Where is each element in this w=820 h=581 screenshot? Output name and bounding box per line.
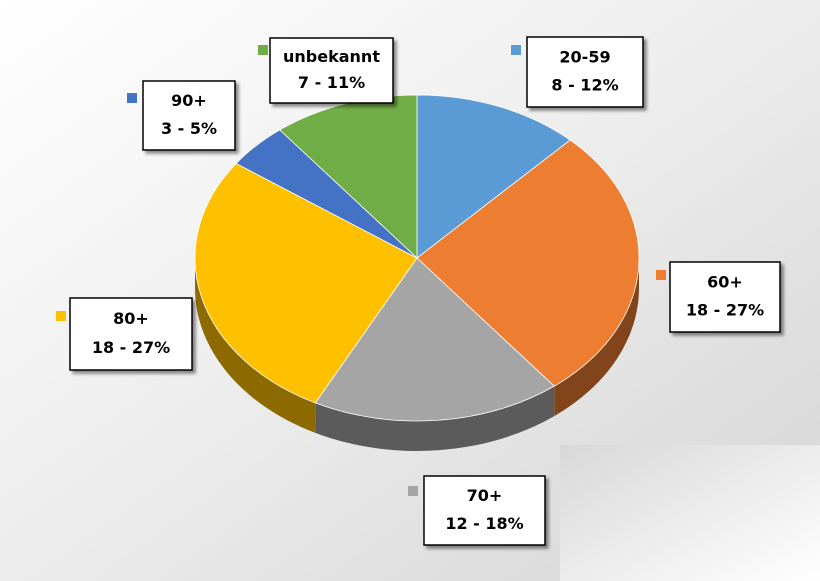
legend-marker xyxy=(127,93,137,103)
category-label: 80+ xyxy=(113,309,149,328)
label-box xyxy=(142,80,236,151)
value-label: 18 - 27% xyxy=(92,338,170,357)
value-label: 3 - 5% xyxy=(161,119,217,138)
label-box xyxy=(669,261,781,333)
value-label: 18 - 27% xyxy=(686,301,764,320)
category-label: unbekannt xyxy=(283,47,380,66)
label-box xyxy=(269,37,394,104)
category-label: 60+ xyxy=(707,273,743,292)
value-label: 7 - 11% xyxy=(298,73,365,92)
value-label: 12 - 18% xyxy=(445,514,523,533)
category-label: 90+ xyxy=(171,91,207,110)
slice-side xyxy=(195,258,316,433)
labels: 20-59 8 - 12% 60+ 18 - 27% 70+ 12 - 18% 80+ 18 … xyxy=(56,36,781,546)
slice xyxy=(314,257,555,422)
slice xyxy=(416,139,640,387)
slice-side xyxy=(315,386,555,451)
category-label: 70+ xyxy=(467,486,503,505)
legend-marker xyxy=(656,270,666,280)
legend-marker xyxy=(56,311,66,321)
value-label: 8 - 12% xyxy=(551,76,618,95)
label-box xyxy=(423,475,546,546)
label-box xyxy=(69,297,193,371)
pie xyxy=(194,94,640,451)
slice xyxy=(416,94,571,259)
category-label: 20-59 xyxy=(559,48,610,67)
corner-panel xyxy=(560,445,820,581)
slice xyxy=(279,94,418,259)
legend-marker xyxy=(258,45,268,55)
legend-marker xyxy=(511,45,521,55)
legend-marker xyxy=(408,486,418,496)
slice-side xyxy=(554,258,639,417)
label-box xyxy=(526,36,644,108)
slice xyxy=(194,162,418,404)
